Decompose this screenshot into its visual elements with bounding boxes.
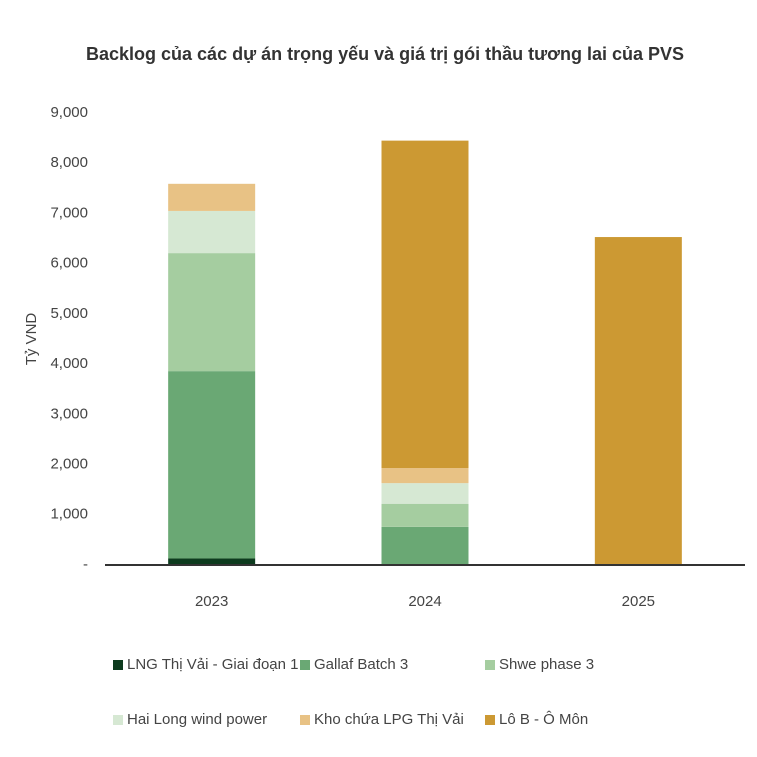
bar-segment xyxy=(381,526,469,564)
bar-segment xyxy=(168,371,256,559)
bar-segment xyxy=(168,253,256,372)
legend-label: Shwe phase 3 xyxy=(499,656,594,673)
y-tick-label: 4,000 xyxy=(50,355,88,372)
legend-label: Gallaf Batch 3 xyxy=(314,656,408,673)
x-tick-label: 2025 xyxy=(622,593,655,610)
legend-swatch xyxy=(113,660,123,670)
bar-segment xyxy=(168,558,256,565)
bar-segment xyxy=(381,503,469,527)
y-tick-label: 8,000 xyxy=(50,154,88,171)
legend-swatch xyxy=(485,715,495,725)
x-tick-label: 2023 xyxy=(195,593,228,610)
bar-segment xyxy=(381,483,469,504)
y-tick-label: 1,000 xyxy=(50,506,88,523)
legend-swatch xyxy=(300,660,310,670)
legend-swatch xyxy=(300,715,310,725)
legend-swatch xyxy=(485,660,495,670)
y-axis-label: Tỷ VND xyxy=(23,313,40,366)
legend-swatch xyxy=(113,715,123,725)
bar-segment xyxy=(381,140,469,469)
y-tick-label: 5,000 xyxy=(50,305,88,322)
legend-label: Hai Long wind power xyxy=(127,711,267,728)
legend-label: Kho chứa LPG Thị Vải xyxy=(314,711,464,728)
bar-segment xyxy=(594,237,682,565)
bar-segment xyxy=(168,183,256,211)
bar-segment xyxy=(168,210,256,254)
x-tick-label: 2024 xyxy=(408,593,441,610)
y-tick-label: 6,000 xyxy=(50,255,88,272)
y-tick-label: 2,000 xyxy=(50,456,88,473)
chart-title: Backlog của các dự án trọng yếu và giá t… xyxy=(86,44,684,64)
bar-segment xyxy=(381,468,469,484)
y-tick-label: 7,000 xyxy=(50,204,88,221)
legend-label: LNG Thị Vải - Giai đoạn 1 xyxy=(127,656,298,673)
y-tick-label: 3,000 xyxy=(50,405,88,422)
y-tick-label: 9,000 xyxy=(50,104,88,121)
legend-label: Lô B - Ô Môn xyxy=(499,711,588,728)
y-tick-label: - xyxy=(83,556,88,573)
